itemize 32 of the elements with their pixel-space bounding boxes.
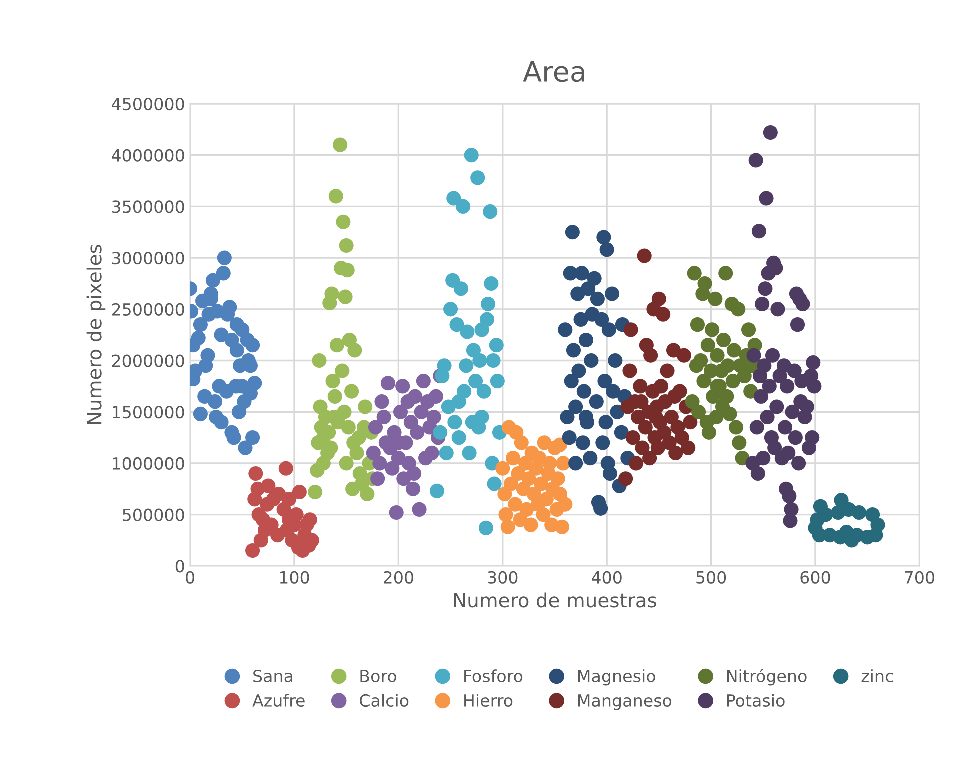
x-tick-label: 200 (384, 571, 414, 584)
x-tick-label: 0 (186, 571, 194, 584)
legend-label: Calcio (360, 694, 409, 708)
y-tick-label: 1000000 (113, 457, 184, 470)
x-tick-label: 600 (800, 571, 830, 584)
x-tick-label: 700 (905, 571, 934, 584)
y-tick-label: 500000 (123, 508, 184, 522)
legend-label: Azufre (252, 694, 305, 708)
y-tick-label: 2500000 (112, 303, 184, 316)
legend-label: Boro (360, 670, 396, 683)
y-tick-label: 0 (176, 560, 184, 573)
y-tick-label: 2000000 (112, 354, 184, 368)
legend-label: Nitrógeno (727, 668, 807, 686)
x-axis-title: Numero de muestras (454, 592, 656, 608)
x-tick-label: 400 (592, 571, 622, 584)
legend-label: Sana (254, 670, 293, 683)
y-tick-label: 4000000 (112, 149, 184, 162)
legend-label: Hierro (464, 694, 513, 708)
y-tick-label: 1500000 (113, 406, 184, 419)
y-axis-title: Numero de pixeles (86, 245, 106, 424)
legend-label: Fosforo (464, 670, 523, 683)
legend-label: Potasio (727, 694, 785, 708)
x-tick-label: 500 (696, 571, 726, 584)
y-tick-label: 3000000 (112, 252, 184, 265)
y-tick-label: 3500000 (112, 200, 184, 214)
x-tick-label: 300 (488, 571, 518, 584)
y-tick-label: 4500000 (112, 98, 184, 111)
chart-title: Area (523, 62, 584, 82)
x-tick-label: 100 (280, 571, 310, 584)
legend-label: zinc (862, 670, 894, 683)
legend-label: Manganeso (578, 694, 672, 710)
legend-label: Magnesio (578, 670, 656, 686)
